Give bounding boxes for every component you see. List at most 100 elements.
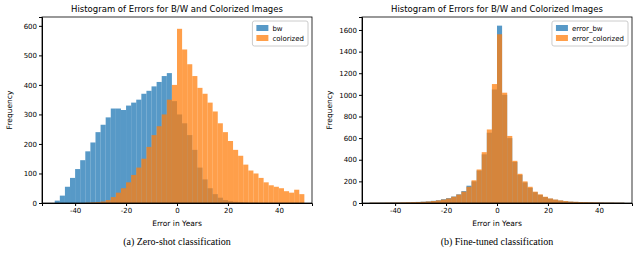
- histogram-bar: [136, 168, 141, 203]
- histogram-bar: [548, 199, 553, 203]
- series: [370, 26, 625, 203]
- y-axis: 0100200300400500600: [24, 18, 43, 208]
- histogram-bar: [111, 197, 116, 203]
- tick-label: 1400: [339, 48, 357, 56]
- histogram-bar: [274, 187, 279, 203]
- histogram-bar: [187, 64, 192, 203]
- tick: 800: [344, 113, 362, 121]
- histogram-bar: [482, 152, 487, 203]
- histogram-bar: [228, 141, 233, 203]
- tick-mark: [359, 181, 362, 182]
- histogram-bar: [85, 151, 90, 203]
- tick-mark: [548, 203, 549, 206]
- histogram-bar: [487, 129, 492, 203]
- histogram-bar: [131, 103, 136, 203]
- histogram-bar: [436, 200, 441, 203]
- legend-swatch: [256, 35, 268, 41]
- tick: 0: [353, 200, 362, 208]
- caption: (a) Zero-shot classification: [123, 236, 231, 248]
- histogram-bar: [461, 191, 466, 203]
- tick: 20: [544, 203, 553, 215]
- histogram-bar: [456, 195, 461, 203]
- tick: 0: [495, 203, 499, 215]
- tick: 600: [344, 135, 362, 143]
- histogram-bar: [126, 106, 131, 203]
- tick-label: 0: [353, 200, 357, 208]
- histogram-bar: [121, 188, 126, 203]
- histogram-bar: [106, 117, 111, 203]
- histogram-bar: [461, 192, 466, 203]
- legend-swatch: [556, 25, 568, 31]
- histogram-bar: [141, 94, 146, 203]
- legend-label: colorized: [272, 35, 304, 43]
- tick: 0: [175, 203, 179, 215]
- histogram-bar: [548, 198, 553, 203]
- panel: -40-20020400100200300400500600Histogram …: [5, 4, 313, 248]
- histogram-bar: [497, 34, 502, 203]
- histogram-bar: [182, 49, 187, 203]
- histogram-bar: [65, 187, 70, 203]
- tick: 20: [224, 203, 233, 215]
- tick-mark: [39, 26, 42, 27]
- histogram-bar: [80, 160, 85, 203]
- histogram-bar: [543, 197, 548, 203]
- tick-label: 40: [595, 207, 604, 215]
- tick-mark: [39, 144, 42, 145]
- histogram-bar: [477, 169, 482, 203]
- figure: -40-20020400100200300400500600Histogram …: [0, 0, 640, 253]
- tick: 600: [24, 23, 42, 31]
- tick-label: 1600: [339, 27, 357, 35]
- histogram-bar: [141, 159, 146, 203]
- histogram-bar: [111, 109, 116, 203]
- tick-mark: [359, 30, 362, 31]
- tick: 1400: [339, 48, 362, 56]
- histogram-bar: [528, 187, 533, 203]
- legend-label: error_bw: [572, 25, 603, 33]
- tick-mark: [359, 160, 362, 161]
- histogram-bar: [131, 175, 136, 203]
- histogram-bar: [492, 84, 497, 203]
- series: [370, 34, 625, 203]
- tick-label: 400: [24, 82, 37, 90]
- tick-label: 300: [24, 111, 37, 119]
- tick-mark: [446, 203, 447, 206]
- y-axis: 02004006008001000120014001600: [339, 18, 362, 208]
- tick: 200: [344, 178, 362, 186]
- tick: 500: [24, 52, 42, 60]
- tick-mark: [39, 55, 42, 56]
- histogram-bar: [248, 171, 253, 203]
- histogram-bar: [60, 196, 65, 203]
- axis-line: [363, 204, 633, 207]
- tick-mark: [359, 73, 362, 74]
- tick-label: -20: [121, 207, 132, 215]
- tick-label: 0: [33, 200, 37, 208]
- histogram-bar: [172, 85, 177, 203]
- tick-label: 600: [24, 23, 37, 31]
- tick-mark: [359, 138, 362, 139]
- tick-mark: [359, 116, 362, 117]
- legend-box: [552, 21, 628, 46]
- tick-mark: [359, 203, 362, 204]
- tick-label: 20: [224, 207, 233, 215]
- tick-mark: [395, 203, 396, 206]
- tick: -20: [121, 203, 132, 215]
- tick-mark: [39, 114, 42, 115]
- histogram-bar: [533, 192, 538, 203]
- histogram-bar: [294, 190, 299, 203]
- tick: 1200: [339, 70, 362, 78]
- histogram-bar: [192, 76, 197, 203]
- histogram-bar: [208, 103, 213, 203]
- tick-label: 800: [344, 113, 357, 121]
- histogram-bar: [446, 198, 451, 203]
- histogram-bar: [197, 88, 202, 203]
- histogram-bar: [157, 126, 162, 203]
- tick-label: 500: [24, 52, 37, 60]
- series: [85, 29, 304, 203]
- tick: 200: [24, 141, 42, 149]
- histogram-bar: [152, 135, 157, 203]
- tick-label: 200: [344, 178, 357, 186]
- histogram-bar: [543, 197, 548, 203]
- histogram-bar: [507, 136, 512, 203]
- axis-line: [43, 204, 313, 207]
- tick-label: 600: [344, 135, 357, 143]
